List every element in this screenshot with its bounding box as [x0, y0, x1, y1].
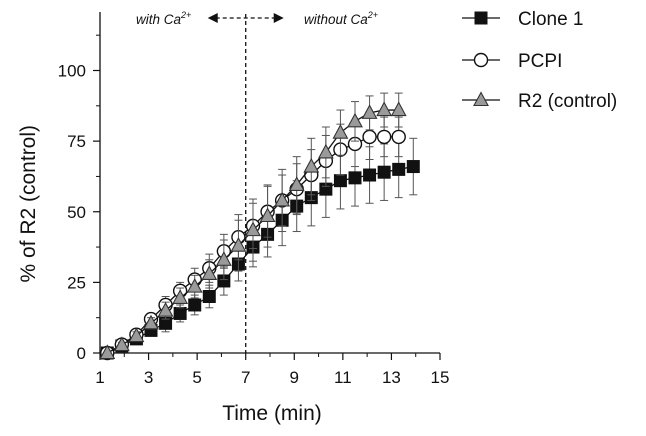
- data-point: [188, 298, 202, 312]
- data-point: [230, 236, 247, 252]
- arrow-right-icon: [273, 13, 284, 23]
- data-point: [376, 101, 393, 117]
- legend-item: PCPI: [462, 51, 562, 72]
- x-tick-label: 3: [144, 368, 153, 387]
- legend: Clone 1 PCPI R2 (control): [462, 9, 617, 112]
- data-point: [391, 129, 406, 145]
- data-point: [390, 101, 407, 117]
- arrow-left-icon: [207, 13, 218, 23]
- plot-area: [99, 92, 420, 361]
- data-point: [245, 221, 261, 237]
- legend-marker: [473, 52, 489, 68]
- legend-label: R2 (control): [518, 91, 617, 112]
- data-point: [186, 277, 203, 293]
- legend-label: Clone 1: [518, 9, 584, 30]
- legend-marker: [473, 91, 489, 107]
- series-line: [107, 165, 414, 354]
- x-tick-label: 5: [192, 368, 201, 387]
- annotation-without-ca: without Ca2+: [304, 10, 378, 27]
- x-tick-label: 9: [290, 368, 299, 387]
- data-point: [362, 129, 377, 145]
- data-point: [377, 165, 391, 179]
- data-point: [143, 314, 159, 330]
- x-tick-label: 11: [334, 368, 352, 387]
- data-point: [288, 176, 305, 191]
- data-point: [392, 162, 406, 176]
- y-tick-label: 0: [77, 344, 86, 363]
- data-point: [113, 336, 130, 352]
- x-tick-label: 13: [382, 368, 401, 387]
- data-point: [215, 251, 232, 266]
- y-tick-label: 50: [67, 203, 86, 222]
- data-point: [202, 290, 216, 303]
- legend-item: R2 (control): [462, 91, 617, 112]
- data-point: [274, 191, 291, 207]
- y-axis-label: % of R2 (control): [17, 125, 40, 283]
- legend-marker: [474, 11, 488, 25]
- data-point: [347, 112, 363, 128]
- data-point: [303, 157, 320, 173]
- data-point: [99, 344, 116, 360]
- legend-label: PCPI: [518, 51, 562, 72]
- data-point: [173, 306, 187, 320]
- x-axis-label: Time (min): [222, 402, 322, 425]
- y-tick-label: 75: [67, 132, 86, 151]
- series-r2-control: [99, 92, 407, 360]
- divider: with Ca2+ without Ca2+: [136, 10, 378, 353]
- legend-item: Clone 1: [462, 9, 584, 30]
- data-point: [406, 160, 420, 174]
- data-point: [172, 289, 189, 304]
- data-point: [157, 301, 174, 317]
- x-tick-label: 15: [431, 368, 450, 387]
- x-tick-label: 1: [95, 368, 104, 387]
- data-point: [259, 207, 276, 223]
- data-point: [332, 123, 349, 139]
- data-point: [361, 104, 378, 119]
- data-point: [333, 174, 347, 188]
- x-tick-label: 7: [241, 368, 250, 387]
- y-tick-label: 100: [58, 62, 86, 81]
- data-point: [348, 171, 362, 185]
- data-point: [317, 143, 334, 159]
- data-point: [376, 129, 392, 145]
- data-point: [128, 327, 145, 343]
- annotation-with-ca: with Ca2+: [136, 10, 191, 27]
- y-tick-label: 25: [67, 273, 86, 292]
- data-point: [363, 168, 377, 182]
- data-point: [201, 265, 218, 280]
